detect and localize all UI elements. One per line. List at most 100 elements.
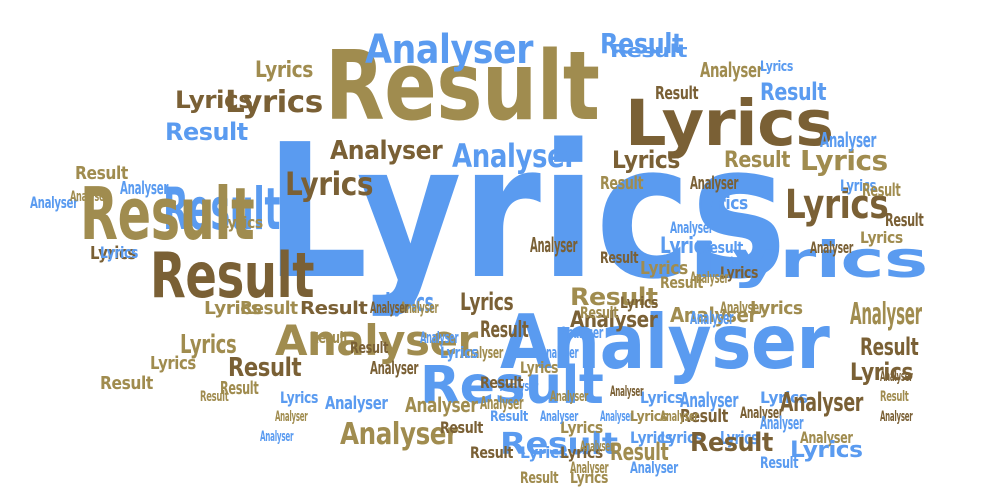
- cloud-word-lyrics: Lyrics: [760, 388, 808, 407]
- cloud-word-lyrics: Lyrics: [720, 263, 758, 282]
- cloud-word-analyser: Analyser: [30, 193, 78, 212]
- cloud-word-analyser: Analyser: [630, 458, 678, 477]
- cloud-word-analyser: Analyser: [820, 128, 877, 152]
- cloud-word-result: Result: [600, 248, 639, 267]
- cloud-word-result: Result: [724, 148, 790, 173]
- cloud-word-lyrics: Lyrics: [204, 298, 262, 319]
- cloud-word-analyser: Analyser: [610, 384, 644, 400]
- cloud-word-analyser: Analyser: [580, 439, 614, 455]
- cloud-word-lyrics: Lyrics: [790, 438, 863, 463]
- cloud-word-result: Result: [660, 273, 703, 292]
- cloud-word-lyrics: Lyrics: [385, 288, 434, 318]
- cloud-word-lyrics: Lyrics: [700, 193, 748, 214]
- cloud-word-analyser: Analyser: [690, 173, 739, 194]
- cloud-word-analyser: Analyser: [800, 428, 853, 447]
- cloud-word-result: Result: [655, 83, 699, 104]
- cloud-word-lyrics: Lyrics: [640, 258, 688, 279]
- cloud-word-lyrics: Lyrics: [660, 428, 703, 447]
- cloud-word-result: Result: [163, 175, 281, 243]
- cloud-word-result: Result: [240, 298, 298, 319]
- cloud-word-result: Result: [220, 378, 259, 399]
- cloud-word-result: Result: [862, 180, 901, 201]
- cloud-word-lyrics: Lyrics: [255, 58, 313, 83]
- cloud-word-analyser: Analyser: [810, 238, 854, 257]
- cloud-word-analyser: Analyser: [560, 323, 604, 342]
- cloud-word-lyrics: Lyrics: [150, 353, 196, 374]
- cloud-word-analyser: Analyser: [760, 413, 804, 434]
- cloud-word-lyrics: Lyrics: [630, 409, 668, 425]
- cloud-word-result: Result: [75, 163, 128, 184]
- cloud-word-lyrics: Lyrics: [640, 388, 683, 407]
- cloud-word-analyser: Analyser: [740, 403, 784, 422]
- cloud-word-result: Result: [440, 418, 483, 437]
- cloud-word-result: Result: [228, 353, 302, 383]
- cloud-word-lyrics: Lyrics: [612, 146, 680, 174]
- cloud-word-lyrics: Lyrics: [280, 388, 318, 407]
- cloud-word-analyser: Analyser: [850, 297, 922, 332]
- cloud-word-lyrics: Lyrics: [750, 298, 803, 319]
- cloud-word-analyser: Analyser: [500, 298, 830, 386]
- cloud-word-analyser: Analyser: [260, 429, 294, 445]
- cloud-word-result: Result: [860, 333, 919, 361]
- cloud-word-analyser: Analyser: [700, 58, 763, 82]
- cloud-word-result: Result: [520, 468, 559, 487]
- cloud-word-result: Result: [760, 78, 827, 106]
- cloud-word-lyrics: Lyrics: [560, 443, 603, 462]
- cloud-word-analyser: Analyser: [670, 303, 758, 327]
- cloud-word-lyrics: Lyrics: [785, 182, 889, 228]
- cloud-word-analyser: Analyser: [452, 137, 577, 175]
- cloud-word-analyser: Analyser: [365, 27, 533, 73]
- cloud-word-lyrics: Lyrics: [730, 253, 759, 272]
- cloud-word-analyser: Analyser: [530, 233, 578, 257]
- cloud-word-lyrics: Lyrics: [180, 330, 237, 360]
- cloud-word-lyrics: Lyrics: [760, 59, 793, 75]
- cloud-word-result: Result: [700, 238, 743, 257]
- cloud-word-result: Result: [80, 172, 255, 256]
- cloud-word-lyrics: Lyrics: [720, 428, 759, 449]
- cloud-word-result: Result: [610, 438, 669, 466]
- cloud-word-result: Result: [470, 443, 513, 462]
- cloud-word-result: Result: [600, 27, 684, 60]
- cloud-word-result: Result: [310, 328, 349, 347]
- cloud-word-lyrics: Lyrics: [100, 243, 138, 262]
- cloud-word-result: Result: [420, 356, 604, 416]
- cloud-word-analyser: Analyser: [600, 409, 634, 425]
- cloud-word-lyrics: Lyrics: [520, 443, 568, 462]
- cloud-word-result: Result: [880, 389, 909, 405]
- cloud-word-analyser: Analyser: [70, 189, 108, 205]
- cloud-word-result: Result: [200, 389, 229, 405]
- cloud-word-analyser: Analyser: [325, 393, 388, 414]
- cloud-word-lyrics: Lyrics: [220, 213, 263, 232]
- cloud-word-lyrics: Lyrics: [460, 288, 514, 316]
- cloud-word-result: Result: [490, 409, 528, 425]
- cloud-word-lyrics: Lyrics: [560, 418, 603, 437]
- cloud-word-lyrics: Lyrics: [440, 343, 478, 362]
- cloud-word-lyrics: Lyrics: [625, 87, 834, 160]
- cloud-word-analyser: Analyser: [405, 393, 478, 417]
- cloud-word-analyser: Analyser: [880, 369, 913, 385]
- cloud-word-analyser: Analyser: [370, 298, 409, 317]
- cloud-word-analyser: Analyser: [330, 136, 443, 166]
- cloud-word-analyser: Analyser: [540, 343, 579, 362]
- cloud-word-lyrics: Lyrics: [630, 428, 673, 447]
- cloud-word-analyser: Analyser: [370, 358, 419, 379]
- cloud-word-lyrics: Lyrics: [840, 176, 877, 195]
- cloud-word-result: Result: [690, 428, 773, 458]
- cloud-word-analyser: Analyser: [550, 389, 588, 405]
- cloud-word-analyser: Analyser: [480, 393, 524, 414]
- cloud-word-analyser: Analyser: [670, 218, 714, 237]
- cloud-word-analyser: Analyser: [275, 409, 308, 425]
- cloud-word-lyrics: Lyrics: [90, 243, 136, 264]
- cloud-word-lyrics: Lyrics: [570, 468, 608, 487]
- cloud-word-analyser: Analyser: [275, 316, 478, 365]
- cloud-word-analyser: Analyser: [460, 343, 504, 362]
- cloud-word-result: Result: [600, 173, 644, 194]
- cloud-word-analyser: Analyser: [780, 388, 864, 418]
- cloud-word-lyrics: Lyrics: [850, 358, 913, 386]
- cloud-word-analyser: Analyser: [420, 328, 459, 347]
- cloud-word-result: Result: [480, 373, 523, 392]
- cloud-word-lyrics: Lyrics: [860, 228, 903, 247]
- cloud-word-analyser: Analyser: [500, 379, 538, 395]
- cloud-word-lyrics: Lyrics: [520, 358, 558, 377]
